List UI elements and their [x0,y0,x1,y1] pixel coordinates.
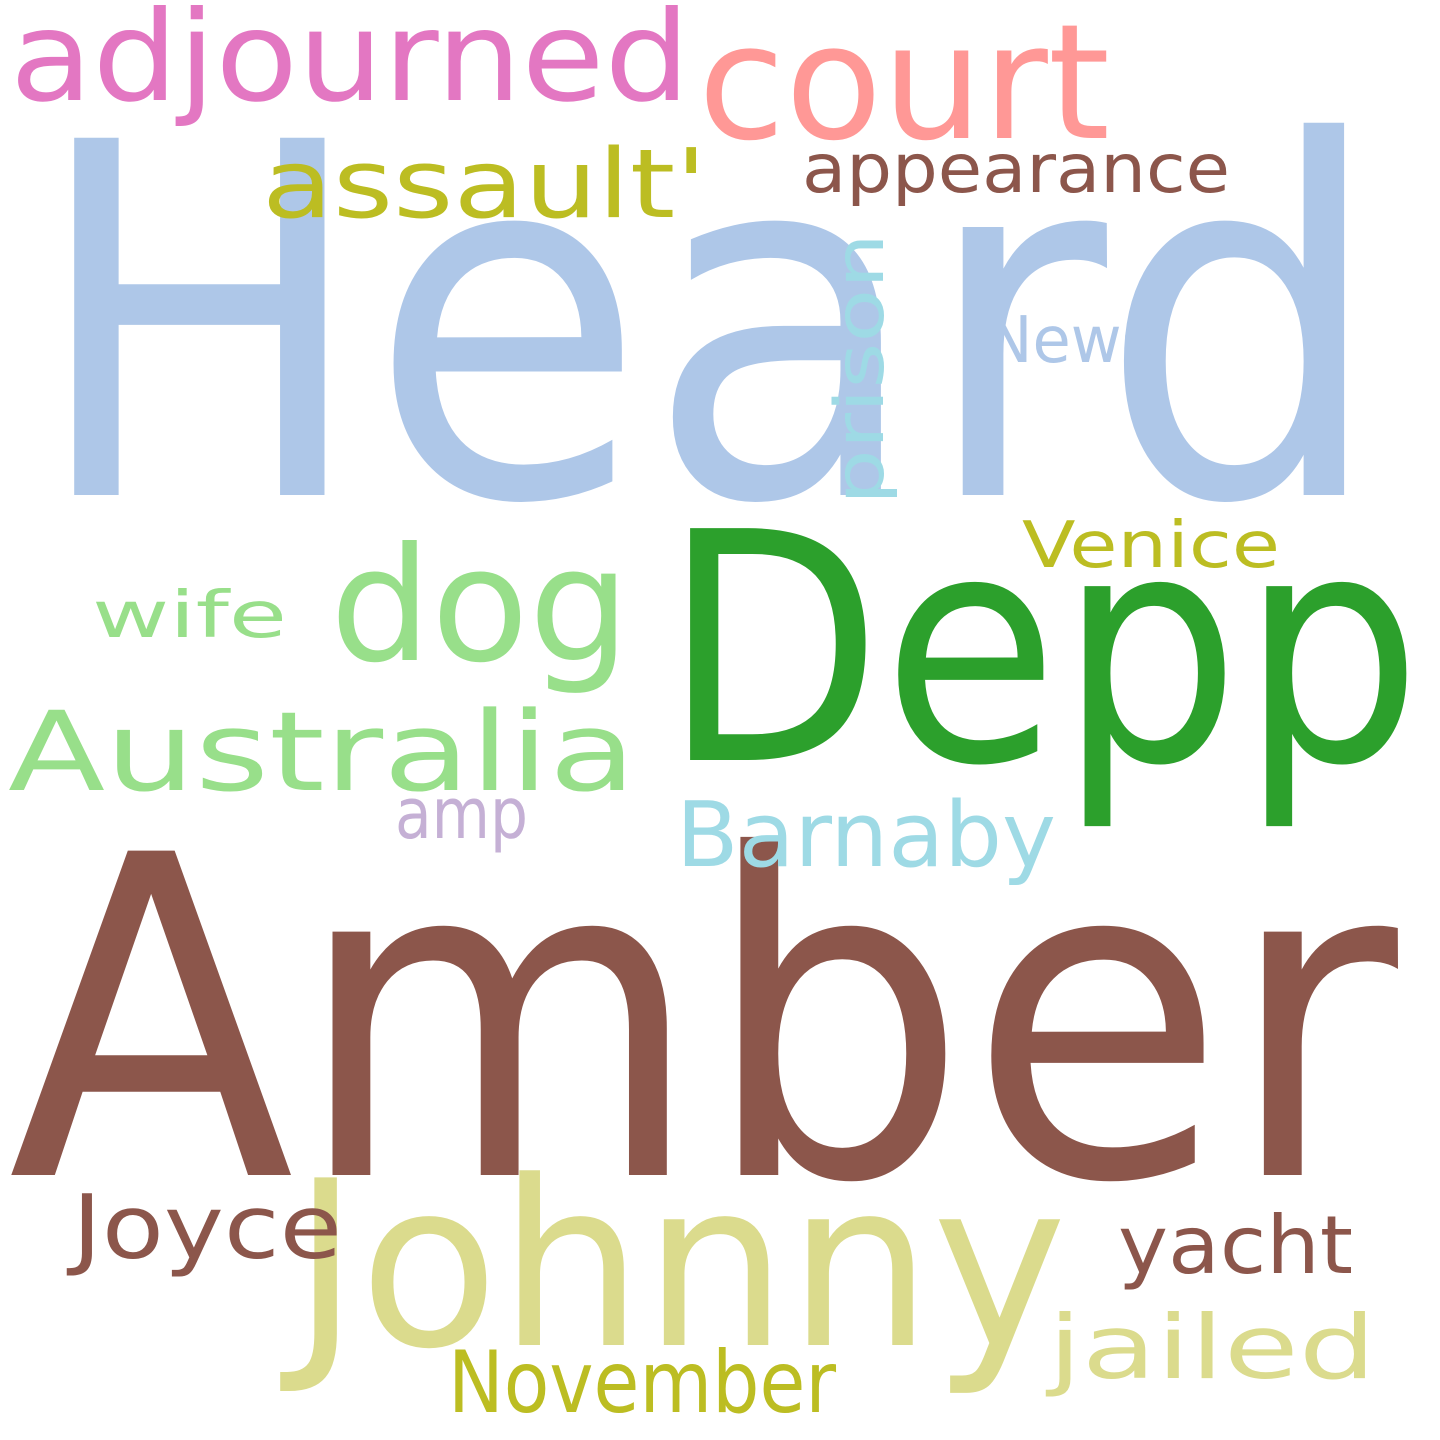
word-appearance: appearance [802,130,1230,209]
word-court: court [698,0,1110,176]
word-dog: dog [330,514,630,698]
word-amber: Amber [8,762,1402,1280]
word-news: News [986,304,1154,378]
word-australia: Australia [8,688,636,816]
word-wife: wife [92,579,287,653]
word-assault: assault' [262,130,707,240]
word-heard: Heard [30,40,1385,611]
word-barnaby: Barnaby [676,783,1056,888]
word-adjourned: adjourned [10,0,690,130]
word-jailed: jailed [1045,1296,1376,1399]
word-johnny: Johnny [280,1133,1067,1400]
word-yacht: yacht [1118,1199,1353,1292]
word-amp: amp [395,773,528,855]
word-joyce: Joyce [66,1176,342,1279]
word-depp: Depp [662,465,1422,835]
word-venice: Venice [1022,509,1280,583]
word-prison: prison [821,233,900,505]
word-november: November [448,1333,837,1433]
